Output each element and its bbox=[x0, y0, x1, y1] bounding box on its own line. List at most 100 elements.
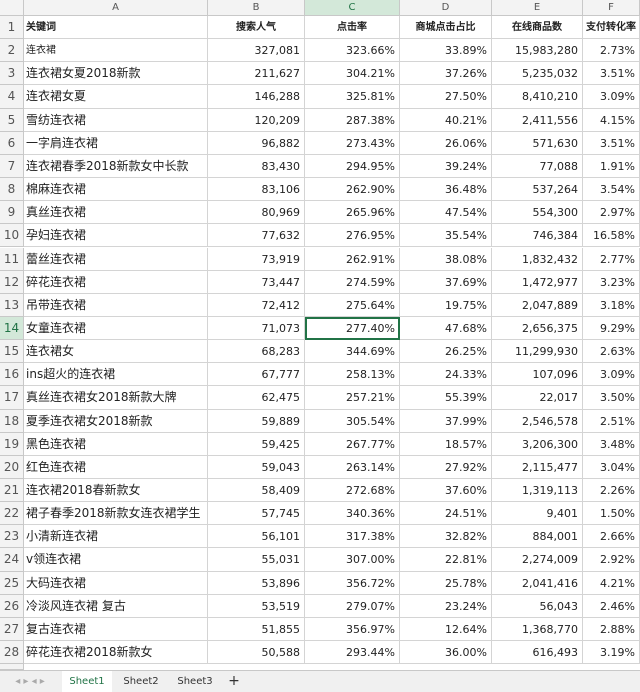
cell[interactable]: 碎花连衣裙2018新款女 bbox=[24, 641, 208, 665]
column-header[interactable]: E bbox=[492, 0, 583, 16]
row-header[interactable]: 8 bbox=[0, 178, 24, 202]
cell[interactable]: 305.54% bbox=[305, 409, 400, 433]
cell[interactable]: 340.36% bbox=[305, 502, 400, 526]
row-header[interactable]: 21 bbox=[0, 479, 24, 503]
cell[interactable]: 107,096 bbox=[492, 363, 583, 387]
cell[interactable]: 2,115,477 bbox=[492, 455, 583, 479]
cell[interactable]: 1.91% bbox=[583, 154, 640, 179]
cell[interactable]: 40.21% bbox=[400, 108, 492, 132]
cell[interactable]: 37.99% bbox=[400, 409, 492, 433]
cell[interactable]: 一字肩连衣裙 bbox=[24, 131, 208, 155]
cell[interactable]: 2,656,375 bbox=[492, 316, 583, 341]
cell[interactable]: 275.64% bbox=[305, 293, 400, 317]
cell[interactable]: 27.92% bbox=[400, 455, 492, 479]
row-header[interactable]: 25 bbox=[0, 571, 24, 595]
cell[interactable]: 39.24% bbox=[400, 154, 492, 179]
cell[interactable]: 雪纺连衣裙 bbox=[24, 108, 208, 132]
cell[interactable]: 746,384 bbox=[492, 224, 583, 248]
column-header[interactable]: C bbox=[305, 0, 400, 16]
cell[interactable]: 冷淡风连衣裙 复古 bbox=[24, 594, 208, 618]
row-header[interactable]: 5 bbox=[0, 108, 24, 132]
cell[interactable]: 2,546,578 bbox=[492, 409, 583, 433]
cell[interactable]: 120,209 bbox=[208, 108, 305, 132]
column-header[interactable]: F bbox=[583, 0, 640, 16]
cell[interactable]: 262.91% bbox=[305, 247, 400, 271]
cell[interactable]: 571,630 bbox=[492, 131, 583, 155]
cell[interactable]: 53,896 bbox=[208, 571, 305, 595]
cell[interactable]: 616,493 bbox=[492, 641, 583, 665]
cell[interactable]: 2,411,556 bbox=[492, 108, 583, 132]
cell[interactable]: 连衣裙春季2018新款女中长款 bbox=[24, 154, 208, 179]
row-header[interactable]: 2 bbox=[0, 39, 24, 63]
cell[interactable]: 3.48% bbox=[583, 432, 640, 456]
add-sheet-button[interactable]: + bbox=[228, 673, 240, 689]
cell[interactable]: 325.81% bbox=[305, 85, 400, 109]
row-header[interactable]: 24 bbox=[0, 548, 24, 572]
cell[interactable]: 3.19% bbox=[583, 641, 640, 665]
cell[interactable]: 263.14% bbox=[305, 455, 400, 479]
cell[interactable]: 33.89% bbox=[400, 39, 492, 63]
cell[interactable]: 279.07% bbox=[305, 594, 400, 618]
cell[interactable]: 294.95% bbox=[305, 154, 400, 179]
cell[interactable]: 36.00% bbox=[400, 641, 492, 665]
cell[interactable]: 146,288 bbox=[208, 85, 305, 109]
cell[interactable]: 3.51% bbox=[583, 62, 640, 86]
row-header[interactable]: 19 bbox=[0, 432, 24, 456]
cell[interactable]: 2.46% bbox=[583, 594, 640, 618]
cell[interactable]: 59,043 bbox=[208, 455, 305, 479]
cell[interactable]: 3.18% bbox=[583, 293, 640, 317]
cell[interactable]: 537,264 bbox=[492, 178, 583, 202]
cell[interactable]: 9,401 bbox=[492, 502, 583, 526]
cell[interactable]: 356.97% bbox=[305, 617, 400, 642]
row-header[interactable]: 4 bbox=[0, 85, 24, 109]
cell[interactable]: 35.54% bbox=[400, 224, 492, 248]
cell[interactable]: 68,283 bbox=[208, 340, 305, 364]
cell[interactable]: 裙子春季2018新款女连衣裙学生 bbox=[24, 502, 208, 526]
cell[interactable]: 304.21% bbox=[305, 62, 400, 86]
header-cell[interactable]: 关键词 bbox=[24, 16, 208, 40]
cell[interactable]: 83,106 bbox=[208, 178, 305, 202]
cell[interactable]: 碎花连衣裙 bbox=[24, 270, 208, 294]
cell[interactable]: 女童连衣裙 bbox=[24, 316, 208, 341]
row-header[interactable]: 11 bbox=[0, 247, 24, 271]
cell[interactable]: 287.38% bbox=[305, 108, 400, 132]
cell[interactable]: 2.97% bbox=[583, 201, 640, 225]
cell[interactable]: 吊带连衣裙 bbox=[24, 293, 208, 317]
row-header[interactable]: 9 bbox=[0, 201, 24, 225]
cell[interactable]: 连衣裙女夏 bbox=[24, 85, 208, 109]
cell[interactable]: 211,627 bbox=[208, 62, 305, 86]
cell[interactable]: 5,235,032 bbox=[492, 62, 583, 86]
cell[interactable]: 26.25% bbox=[400, 340, 492, 364]
cell[interactable]: 344.69% bbox=[305, 340, 400, 364]
sheet-tab[interactable]: Sheet2 bbox=[123, 676, 159, 687]
cell[interactable]: 265.96% bbox=[305, 201, 400, 225]
header-cell[interactable]: 点击率 bbox=[305, 16, 400, 40]
cell[interactable]: 11,299,930 bbox=[492, 340, 583, 364]
cell[interactable]: 293.44% bbox=[305, 641, 400, 665]
column-header[interactable]: A bbox=[24, 0, 208, 16]
row-header[interactable]: 7 bbox=[0, 154, 24, 179]
cell[interactable]: 323.66% bbox=[305, 39, 400, 63]
cell[interactable]: 56,043 bbox=[492, 594, 583, 618]
row-header[interactable]: 14 bbox=[0, 316, 24, 341]
cell[interactable]: 554,300 bbox=[492, 201, 583, 225]
cell[interactable]: 红色连衣裙 bbox=[24, 455, 208, 479]
row-header[interactable]: 20 bbox=[0, 455, 24, 479]
cell[interactable]: 26.06% bbox=[400, 131, 492, 155]
row-header[interactable]: 17 bbox=[0, 386, 24, 410]
cell[interactable]: 1.50% bbox=[583, 502, 640, 526]
cell[interactable]: 72,412 bbox=[208, 293, 305, 317]
cell[interactable]: 273.43% bbox=[305, 131, 400, 155]
cell[interactable]: 2.66% bbox=[583, 525, 640, 549]
cell[interactable]: 1,472,977 bbox=[492, 270, 583, 294]
cell[interactable]: 孕妇连衣裙 bbox=[24, 224, 208, 248]
cell[interactable]: 连衣裙2018春新款女 bbox=[24, 479, 208, 503]
cell[interactable]: 884,001 bbox=[492, 525, 583, 549]
cell[interactable]: 277.40% bbox=[305, 316, 400, 341]
cell[interactable]: 276.95% bbox=[305, 224, 400, 248]
cell[interactable]: 47.54% bbox=[400, 201, 492, 225]
tab-scroll-arrows[interactable]: ◂ ▸ ◂ ▸ bbox=[15, 676, 45, 687]
column-header[interactable]: D bbox=[400, 0, 492, 16]
cell[interactable]: 55.39% bbox=[400, 386, 492, 410]
cell[interactable]: 53,519 bbox=[208, 594, 305, 618]
